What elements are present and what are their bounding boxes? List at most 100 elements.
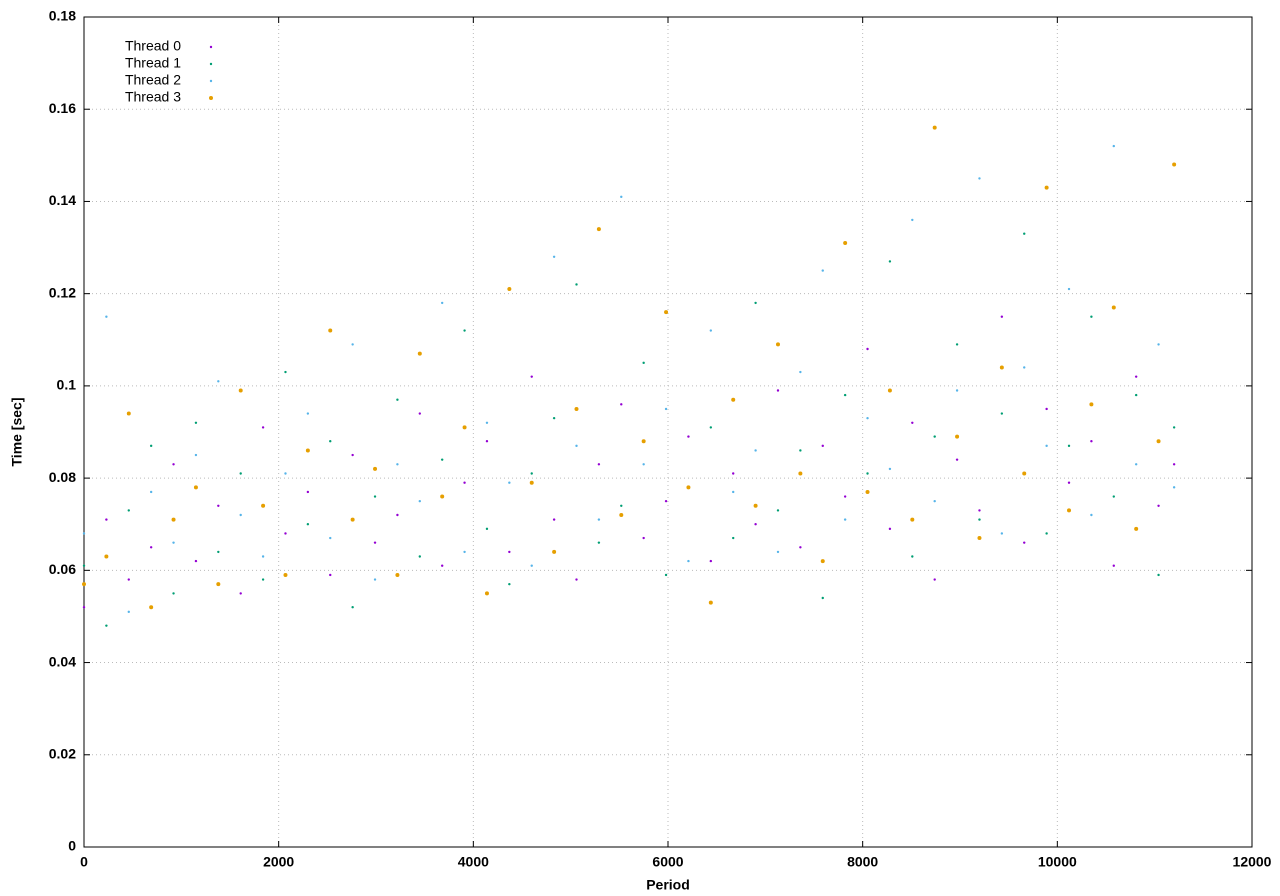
point xyxy=(284,472,287,475)
point xyxy=(194,559,198,563)
point xyxy=(664,499,668,503)
point xyxy=(709,426,713,429)
point xyxy=(82,564,86,567)
point xyxy=(1172,486,1176,489)
point xyxy=(843,518,847,521)
point xyxy=(440,301,444,305)
point xyxy=(1112,495,1115,498)
point xyxy=(1112,564,1115,567)
legend-label: Thread 3 xyxy=(125,89,181,105)
point xyxy=(508,481,511,484)
point xyxy=(216,582,221,587)
point xyxy=(933,435,936,438)
point xyxy=(620,195,623,199)
point xyxy=(911,218,914,222)
point xyxy=(821,444,824,448)
point xyxy=(620,504,623,507)
point xyxy=(396,513,399,517)
point xyxy=(418,412,421,415)
point xyxy=(1156,439,1161,444)
point xyxy=(754,523,757,526)
point xyxy=(351,343,354,346)
legend-label: Thread 1 xyxy=(125,55,181,71)
point xyxy=(328,328,333,333)
point xyxy=(664,573,668,577)
x-tick-label: 12000 xyxy=(1233,854,1272,870)
point xyxy=(843,393,847,397)
x-tick-label: 8000 xyxy=(847,854,878,870)
point xyxy=(217,380,220,383)
point xyxy=(395,572,400,577)
y-tick-label: 0.02 xyxy=(49,745,76,761)
point xyxy=(306,490,310,494)
point xyxy=(440,458,444,461)
point xyxy=(552,416,556,420)
point xyxy=(507,287,512,292)
x-tick-label: 4000 xyxy=(458,854,489,870)
point xyxy=(687,435,690,438)
point xyxy=(172,592,175,595)
point xyxy=(283,572,288,577)
point xyxy=(999,365,1004,370)
y-tick-label: 0.14 xyxy=(49,192,76,208)
y-tick-label: 0.04 xyxy=(49,653,76,669)
point xyxy=(776,509,780,512)
point xyxy=(1067,287,1071,291)
point xyxy=(1172,426,1176,429)
point xyxy=(1090,513,1093,517)
point xyxy=(843,495,847,498)
point xyxy=(821,269,824,272)
point xyxy=(664,407,668,411)
point xyxy=(1089,402,1094,407)
point xyxy=(911,555,914,558)
point xyxy=(754,301,757,305)
point xyxy=(933,499,936,503)
y-axis-title: Time [sec] xyxy=(9,398,25,467)
point xyxy=(1000,532,1004,535)
point xyxy=(799,546,802,549)
point xyxy=(955,343,959,346)
point xyxy=(1045,444,1048,448)
point xyxy=(440,564,444,567)
point xyxy=(843,240,848,245)
point xyxy=(731,397,736,402)
point xyxy=(239,472,242,475)
y-tick-label: 0.1 xyxy=(57,377,77,393)
point xyxy=(440,494,445,499)
point xyxy=(105,315,108,318)
point xyxy=(217,504,220,507)
point xyxy=(261,555,265,558)
point xyxy=(172,541,175,544)
point xyxy=(641,439,646,444)
point xyxy=(462,425,467,430)
point xyxy=(1090,315,1093,318)
point xyxy=(1045,532,1048,535)
point xyxy=(484,591,489,596)
point xyxy=(955,458,959,461)
point xyxy=(306,412,310,415)
point xyxy=(329,573,332,577)
legend-label: Thread 2 xyxy=(125,72,181,88)
point xyxy=(753,503,758,508)
point xyxy=(1157,573,1160,577)
point xyxy=(865,489,870,494)
x-axis-title: Period xyxy=(646,877,690,893)
point xyxy=(575,283,578,286)
point xyxy=(149,490,153,494)
point xyxy=(597,463,601,466)
point xyxy=(977,536,982,541)
point xyxy=(776,389,780,392)
point xyxy=(82,606,86,609)
point xyxy=(171,517,176,522)
point xyxy=(642,361,645,365)
point xyxy=(238,388,243,393)
point xyxy=(887,388,892,393)
point xyxy=(305,448,310,453)
y-tick-label: 0.16 xyxy=(49,100,76,116)
point xyxy=(194,421,198,424)
point xyxy=(821,596,824,600)
y-tick-label: 0 xyxy=(68,838,76,854)
point xyxy=(732,536,735,540)
point xyxy=(508,582,511,586)
point xyxy=(82,532,86,535)
